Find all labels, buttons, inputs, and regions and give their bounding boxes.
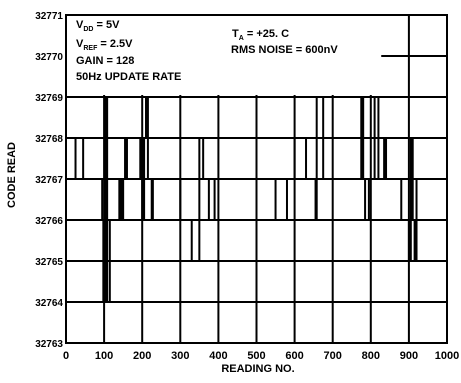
x-tick-label: 300 — [171, 350, 189, 362]
plot-frame — [65, 14, 448, 344]
x-tick-label: 700 — [324, 350, 342, 362]
x-tick-label: 400 — [209, 350, 227, 362]
y-axis-title: CODE READ — [6, 142, 18, 208]
annotation-ta: TA = +25. C — [232, 28, 289, 42]
annotation-box: VDD = 5V VREF = 2.5V GAIN = 128 50Hz UPD… — [67, 16, 382, 95]
y-tick-label: 32769 — [35, 93, 63, 104]
y-tick-label: 32766 — [35, 216, 63, 227]
x-tick-label: 200 — [133, 350, 151, 362]
x-tick-label: 500 — [247, 350, 265, 362]
x-axis-title: READING NO. — [221, 363, 294, 375]
y-tick-label: 32764 — [35, 298, 63, 309]
series-group — [66, 96, 447, 303]
annotation-gain: GAIN = 128 — [76, 55, 134, 67]
y-tick-label: 32768 — [35, 134, 63, 145]
y-tick-label: 32767 — [35, 175, 63, 186]
annotation-vdd: VDD = 5V — [76, 19, 120, 33]
x-tick-label: 600 — [285, 350, 303, 362]
y-tick-label: 32763 — [35, 339, 63, 350]
x-tick-labels: 0 100 200 300 400 500 600 700 800 900 1000 — [63, 350, 459, 362]
annotation-rate: 50Hz UPDATE RATE — [76, 71, 181, 83]
series-line — [66, 96, 447, 303]
x-tick-label: 800 — [362, 350, 380, 362]
annotation-noise: RMS NOISE = 600nV — [231, 44, 338, 56]
x-tick-label: 1000 — [435, 350, 459, 362]
y-tick-labels: 32763 32764 32765 32766 32767 32768 32769 32770… — [35, 11, 63, 350]
annotation-vref: VREF = 2.5V — [76, 38, 133, 52]
x-tick-label: 900 — [400, 350, 418, 362]
x-tick-label: 0 — [63, 350, 69, 362]
x-tick-label: 100 — [95, 350, 113, 362]
y-tick-label: 32770 — [35, 52, 63, 63]
annotation-background — [67, 16, 382, 95]
y-tick-label: 32771 — [35, 11, 63, 22]
y-tick-label: 32765 — [35, 257, 63, 268]
